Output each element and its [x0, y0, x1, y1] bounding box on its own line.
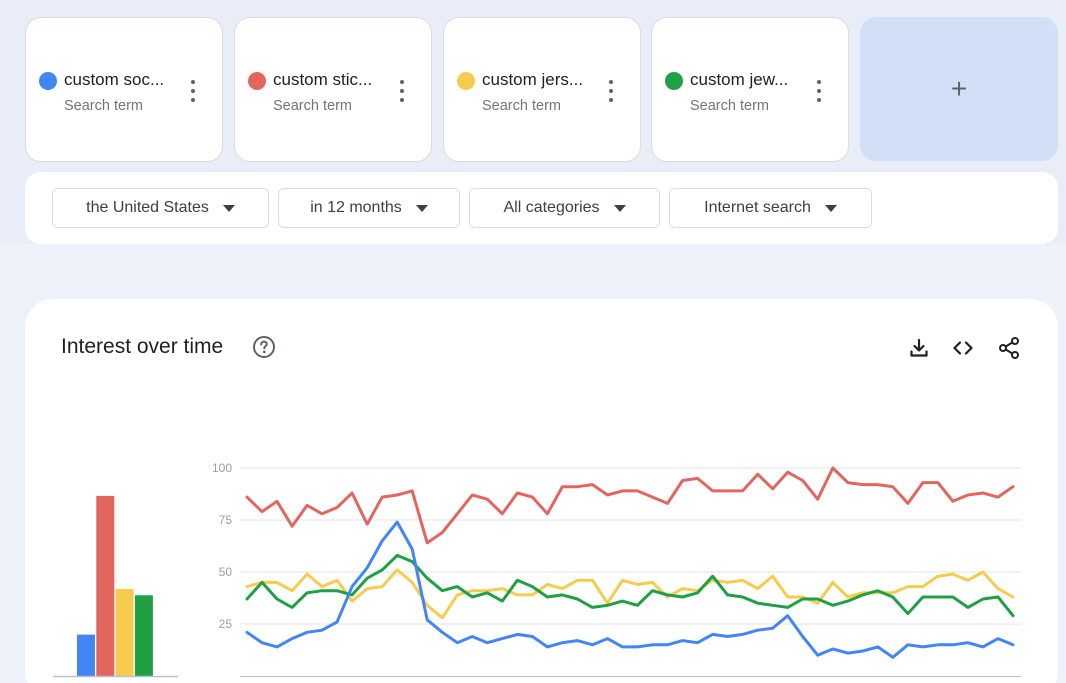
term-color-dot — [665, 72, 683, 90]
more-vert-icon[interactable] — [812, 80, 826, 102]
more-vert-icon[interactable] — [604, 80, 618, 102]
y-tick-label: 50 — [219, 565, 233, 579]
term-color-dot — [248, 72, 266, 90]
more-vert-icon[interactable] — [186, 80, 200, 102]
filter-panel: the United States in 12 months All categ… — [25, 172, 1058, 244]
term-color-dot — [39, 72, 57, 90]
term-label[interactable]: custom jew... — [690, 70, 789, 89]
series-line — [245, 568, 1015, 620]
term-label[interactable]: custom stic... — [273, 70, 373, 89]
download-icon[interactable] — [907, 336, 931, 360]
term-card-3[interactable]: custom jers... Search term — [443, 17, 641, 162]
average-bar — [77, 634, 95, 676]
embed-icon[interactable] — [951, 336, 975, 360]
dropdown-arrow-icon — [415, 204, 428, 212]
term-type-label: Search term — [273, 98, 352, 114]
term-card-1[interactable]: custom soc... Search term — [25, 17, 223, 162]
y-tick-label: 25 — [219, 617, 233, 631]
dropdown-arrow-icon — [824, 204, 837, 212]
term-card-4[interactable]: custom jew... Search term — [651, 17, 849, 162]
average-bar — [134, 595, 153, 676]
interest-over-time-card: Interest over time — [25, 299, 1058, 683]
average-bars — [53, 495, 178, 678]
category-filter-label: All categories — [503, 199, 600, 216]
help-icon[interactable] — [252, 335, 276, 359]
average-bar — [115, 589, 134, 676]
category-filter[interactable]: All categories — [469, 188, 660, 228]
term-label[interactable]: custom soc... — [64, 70, 165, 89]
chart-lines — [245, 466, 1015, 659]
term-type-label: Search term — [482, 98, 561, 114]
add-term-button[interactable]: + — [860, 17, 1058, 161]
dropdown-arrow-icon — [222, 204, 235, 212]
y-tick-label: 75 — [219, 513, 233, 527]
plus-icon: + — [950, 73, 968, 104]
term-label[interactable]: custom jers... — [482, 70, 584, 89]
time-filter-label: in 12 months — [310, 199, 402, 216]
dropdown-arrow-icon — [613, 204, 626, 212]
series-line — [245, 520, 1015, 659]
term-type-label: Search term — [64, 98, 143, 114]
more-vert-icon[interactable] — [395, 80, 409, 102]
search-type-filter[interactable]: Internet search — [669, 188, 872, 228]
term-color-dot — [457, 72, 475, 90]
term-type-label: Search term — [690, 98, 769, 114]
region-filter-label: the United States — [86, 199, 209, 216]
term-card-2[interactable]: custom stic... Search term — [234, 17, 432, 162]
search-type-filter-label: Internet search — [704, 199, 811, 216]
average-bar — [96, 495, 115, 676]
region-filter[interactable]: the United States — [52, 188, 269, 228]
y-tick-label: 100 — [212, 461, 232, 475]
time-filter[interactable]: in 12 months — [278, 188, 460, 228]
series-line — [245, 466, 1015, 545]
chart-title: Interest over time — [61, 335, 224, 358]
share-icon[interactable] — [997, 336, 1021, 360]
series-line — [245, 553, 1015, 618]
